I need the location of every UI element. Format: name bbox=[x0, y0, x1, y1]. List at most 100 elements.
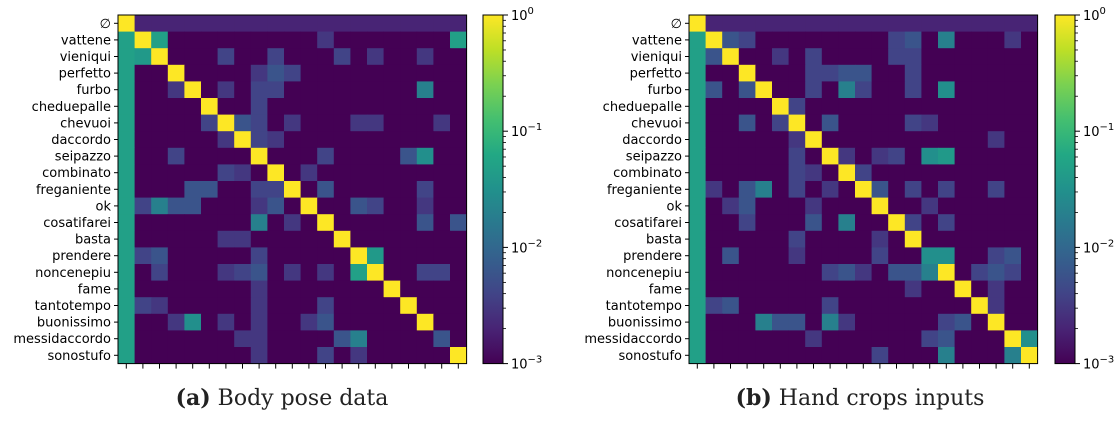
heatmap-b-cell bbox=[1021, 164, 1038, 182]
heatmap-b-cell bbox=[805, 313, 823, 331]
heatmap-a-cell bbox=[367, 313, 384, 331]
heatmap-a-cell bbox=[201, 147, 218, 165]
heatmap-a-cell bbox=[400, 230, 418, 248]
heatmap-b-cell bbox=[788, 164, 806, 182]
heatmap-a-cell bbox=[134, 330, 152, 348]
heatmap-b-cell bbox=[921, 347, 939, 364]
y-tick-label-a: vieniqui bbox=[60, 50, 111, 65]
heatmap-b-cell bbox=[1004, 164, 1022, 182]
heatmap-a-cell bbox=[184, 264, 202, 281]
heatmap-a-cell bbox=[400, 31, 418, 49]
heatmap-a-cell bbox=[267, 280, 285, 298]
heatmap-a-cell bbox=[333, 147, 351, 165]
heatmap-b-cell bbox=[938, 164, 955, 182]
heatmap-b-cell bbox=[904, 330, 922, 348]
heatmap-a-cell bbox=[400, 48, 418, 66]
heatmap-a-cell bbox=[317, 313, 335, 331]
heatmap-b-cell bbox=[871, 64, 889, 82]
heatmap-b-cell bbox=[788, 197, 806, 215]
heatmap-a-cell bbox=[433, 197, 451, 215]
heatmap-b-cell bbox=[788, 280, 806, 298]
heatmap-a-cell bbox=[317, 181, 335, 198]
heatmap-a-cell bbox=[300, 181, 318, 198]
heatmap-a-cell bbox=[134, 98, 152, 115]
heatmap-b-cell bbox=[738, 48, 756, 66]
heatmap-a-cell bbox=[201, 81, 218, 99]
heatmap-b-cell bbox=[987, 330, 1005, 348]
heatmap-a-cell bbox=[450, 147, 467, 165]
heatmap-a-cell bbox=[317, 347, 335, 364]
heatmap-a-cell bbox=[167, 81, 185, 99]
heatmap-a-cell bbox=[300, 330, 318, 348]
heatmap-b-cell bbox=[805, 31, 823, 49]
heatmap-a-cell bbox=[201, 197, 218, 215]
heatmap-a-cell bbox=[416, 313, 434, 331]
heatmap-a-cell bbox=[300, 230, 318, 248]
heatmap-a-cell bbox=[333, 264, 351, 281]
heatmap-b-cell bbox=[871, 181, 889, 198]
heatmap-a-cell bbox=[367, 164, 384, 182]
heatmap-b-cell bbox=[871, 297, 889, 315]
heatmap-a-cell bbox=[167, 313, 185, 331]
heatmap-a-cell bbox=[167, 214, 185, 232]
heatmap-a-cell bbox=[217, 114, 235, 132]
heatmap-b-cell bbox=[821, 214, 839, 232]
heatmap-a-cell bbox=[300, 313, 318, 331]
heatmap-a-cell bbox=[416, 131, 434, 149]
heatmap-a-cell bbox=[118, 147, 135, 165]
heatmap-a-cell bbox=[367, 147, 384, 165]
heatmap-b-cell bbox=[1004, 131, 1022, 149]
heatmap-b-cell bbox=[689, 197, 706, 215]
heatmap-b-cell bbox=[738, 98, 756, 115]
heatmap-a-cell bbox=[284, 280, 301, 298]
heatmap-b-cell bbox=[871, 164, 889, 182]
heatmap-a-cell bbox=[151, 81, 169, 99]
heatmap-a-cell bbox=[416, 280, 434, 298]
heatmap-b-cell bbox=[1021, 297, 1038, 315]
heatmap-b-cell bbox=[689, 164, 706, 182]
colorbar-tick-label-b: 10−2 bbox=[1083, 238, 1114, 256]
heatmap-a-cell bbox=[400, 64, 418, 82]
heatmap-b-cell bbox=[871, 230, 889, 248]
y-tick-label-a: tantotempo bbox=[35, 299, 111, 314]
heatmap-a-cell bbox=[234, 98, 252, 115]
heatmap-b-cell bbox=[705, 48, 723, 66]
heatmap-a-cell bbox=[201, 64, 218, 82]
heatmap-b-cell bbox=[938, 347, 955, 364]
heatmap-a-cell bbox=[284, 214, 301, 232]
heatmap-b-cell bbox=[987, 147, 1005, 165]
heatmap-a-cell bbox=[134, 214, 152, 232]
heatmap-b-cell bbox=[821, 31, 839, 49]
heatmap-b-cell bbox=[921, 280, 939, 298]
heatmap-a-cell bbox=[267, 15, 285, 32]
heatmap-b-cell bbox=[821, 15, 839, 32]
heatmap-b-cell bbox=[705, 297, 723, 315]
heatmap-b-cell bbox=[921, 214, 939, 232]
heatmap-a-cell bbox=[433, 264, 451, 281]
heatmap-b-cell bbox=[855, 81, 872, 99]
heatmap-a-cell bbox=[134, 181, 152, 198]
heatmap-b-cell bbox=[1021, 264, 1038, 281]
heatmap-b-cell bbox=[805, 164, 823, 182]
heatmap-b-cell bbox=[755, 31, 773, 49]
heatmap-b-cell bbox=[788, 313, 806, 331]
heatmap-a-cell bbox=[201, 247, 218, 265]
heatmap-a-cell bbox=[367, 247, 384, 265]
heatmap-b-cell bbox=[954, 15, 972, 32]
heatmap-b-cell bbox=[772, 164, 789, 182]
heatmap-a-cell bbox=[350, 131, 368, 149]
colorbar-tick-label-a: 10−2 bbox=[511, 238, 542, 256]
heatmap-b-cell bbox=[971, 164, 989, 182]
heatmap-b-cell bbox=[888, 31, 906, 49]
heatmap-b-cell bbox=[705, 64, 723, 82]
heatmap-a-cell bbox=[250, 247, 268, 265]
heatmap-a-cell bbox=[250, 31, 268, 49]
heatmap-b-cell bbox=[772, 264, 789, 281]
heatmap-a-cell bbox=[151, 48, 169, 66]
heatmap-b-cell bbox=[838, 197, 856, 215]
heatmap-a-cell bbox=[416, 48, 434, 66]
heatmap-a-cell bbox=[433, 214, 451, 232]
heatmap-a-cell bbox=[416, 164, 434, 182]
heatmap-b-cell bbox=[971, 264, 989, 281]
heatmap-b-cell bbox=[971, 131, 989, 149]
